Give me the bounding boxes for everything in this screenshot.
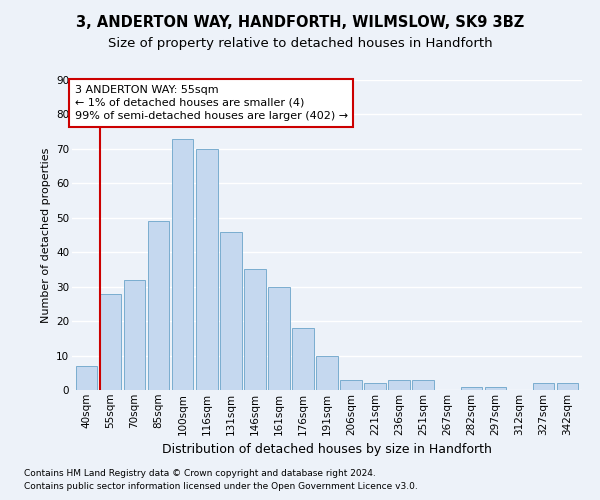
Bar [461,386,482,390]
Bar [76,366,97,390]
Bar [196,149,218,390]
Bar [412,380,434,390]
Bar [292,328,314,390]
Text: Size of property relative to detached houses in Handforth: Size of property relative to detached ho… [107,38,493,51]
Bar [244,270,266,390]
Bar [172,138,193,390]
Text: 3, ANDERTON WAY, HANDFORTH, WILMSLOW, SK9 3BZ: 3, ANDERTON WAY, HANDFORTH, WILMSLOW, SK… [76,15,524,30]
Bar [220,232,242,390]
Bar [316,356,338,390]
Text: Contains public sector information licensed under the Open Government Licence v3: Contains public sector information licen… [24,482,418,491]
Bar [148,221,169,390]
Bar [557,383,578,390]
Bar [388,380,410,390]
Text: Contains HM Land Registry data © Crown copyright and database right 2024.: Contains HM Land Registry data © Crown c… [24,468,376,477]
Bar [268,286,290,390]
Bar [533,383,554,390]
X-axis label: Distribution of detached houses by size in Handforth: Distribution of detached houses by size … [162,443,492,456]
Bar [100,294,121,390]
Text: 3 ANDERTON WAY: 55sqm
← 1% of detached houses are smaller (4)
99% of semi-detach: 3 ANDERTON WAY: 55sqm ← 1% of detached h… [74,84,347,121]
Y-axis label: Number of detached properties: Number of detached properties [41,148,50,322]
Bar [340,380,362,390]
Bar [485,386,506,390]
Bar [124,280,145,390]
Bar [364,383,386,390]
